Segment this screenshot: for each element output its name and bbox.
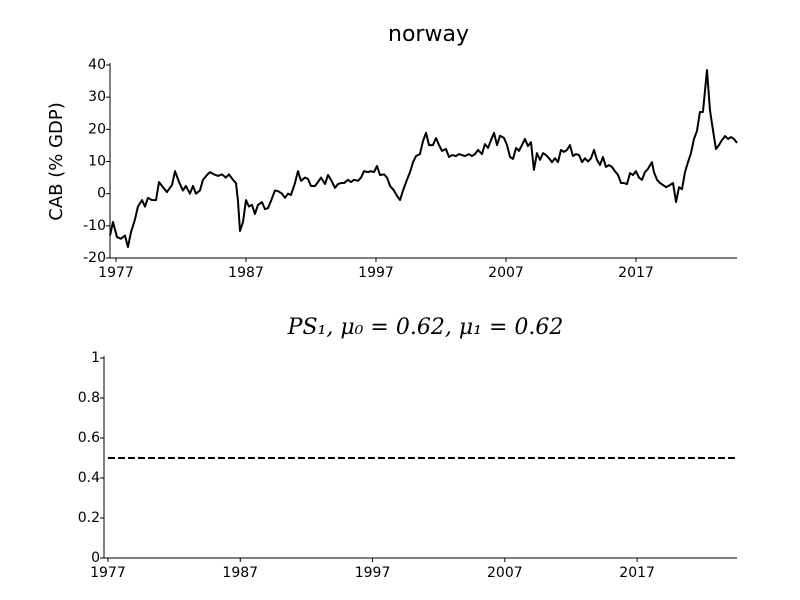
y-tick-label: 0.8 xyxy=(78,390,100,406)
y-tick-label: 20 xyxy=(88,121,106,137)
y-tick-label: 1 xyxy=(91,350,100,366)
x-tick-label: 1987 xyxy=(222,565,258,581)
x-tick-label: 2017 xyxy=(618,265,654,281)
y-tick-label: 0.2 xyxy=(78,510,100,526)
x-tick-label: 1977 xyxy=(90,565,126,581)
x-tick-label: 1987 xyxy=(228,265,264,281)
y-tick-label: 10 xyxy=(88,154,106,170)
chart-title: norway xyxy=(388,22,469,47)
x-tick-label: 2007 xyxy=(487,565,523,581)
x-tick-label: 1997 xyxy=(358,265,394,281)
x-tick-label: 1977 xyxy=(98,265,134,281)
y-tick-label: 0.4 xyxy=(78,470,100,486)
y-tick-label: 0 xyxy=(91,550,100,566)
y-tick-label: -10 xyxy=(83,218,106,234)
x-tick-label: 2017 xyxy=(619,565,655,581)
data-line xyxy=(109,69,738,249)
y-tick-label: 0 xyxy=(97,186,106,202)
y-tick-label: 40 xyxy=(88,57,106,73)
x-tick-label: 1997 xyxy=(355,565,391,581)
x-tick-label: 2007 xyxy=(488,265,524,281)
y-tick-label: 30 xyxy=(88,89,106,105)
y-axis-label: CAB (% GDP) xyxy=(46,102,67,221)
y-tick-label: -20 xyxy=(83,250,106,266)
chart-title: PS₁, μ₀ = 0.62, μ₁ = 0.62 xyxy=(287,315,564,340)
y-tick-label: 0.6 xyxy=(78,430,100,446)
